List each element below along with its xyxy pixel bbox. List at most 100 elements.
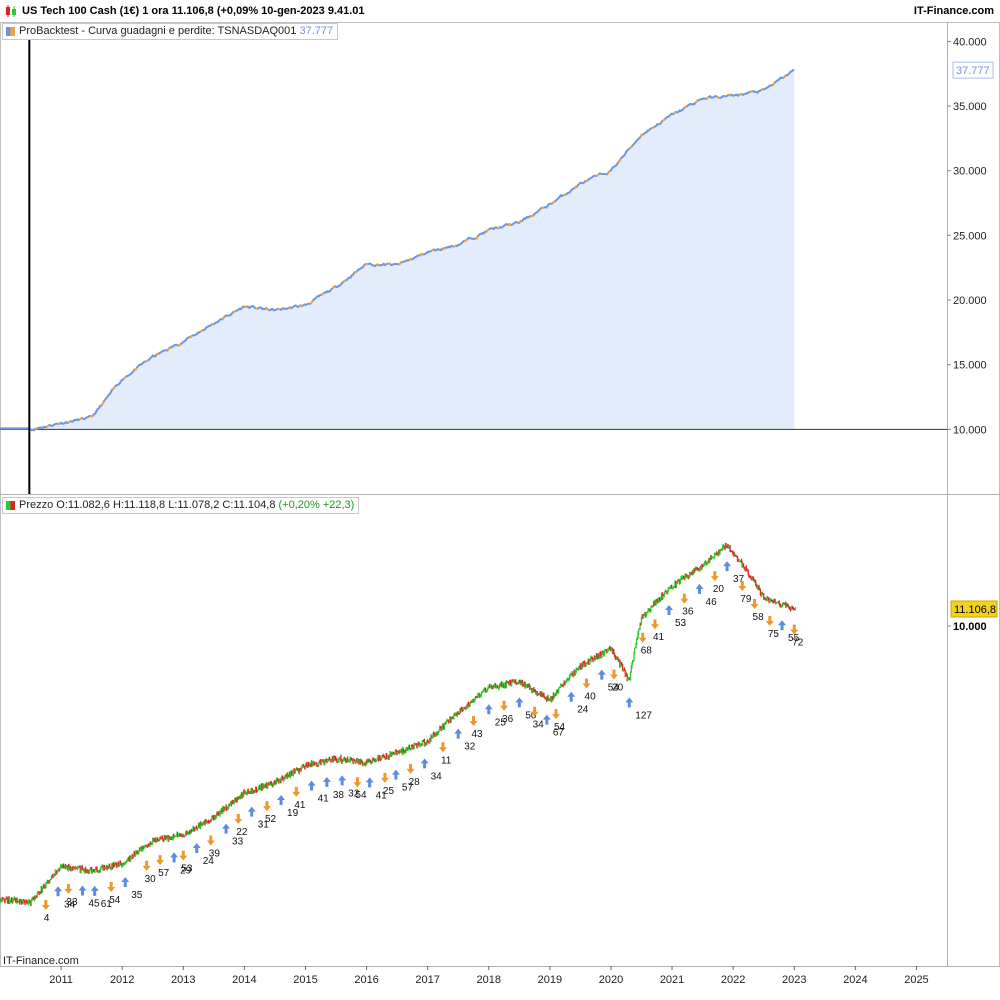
trade-label: 52 — [265, 814, 277, 825]
trade-short-arrow-icon[interactable] — [530, 706, 539, 717]
trade-long-arrow-icon[interactable] — [778, 620, 787, 631]
equity-legend[interactable]: ProBacktest - Curva guadagni e perdite: … — [2, 23, 339, 40]
trade-label: 54 — [608, 683, 620, 694]
trade-short-arrow-icon[interactable] — [582, 678, 591, 689]
trade-short-arrow-icon[interactable] — [469, 716, 478, 727]
trade-long-arrow-icon[interactable] — [277, 794, 286, 805]
trade-short-arrow-icon[interactable] — [107, 882, 116, 893]
trade-label: 50 — [525, 710, 537, 721]
trade-short-arrow-icon[interactable] — [750, 598, 759, 609]
trade-long-arrow-icon[interactable] — [391, 769, 400, 780]
equity-curve-segment — [485, 228, 490, 233]
trade-long-arrow-icon[interactable] — [54, 886, 63, 897]
trade-long-arrow-icon[interactable] — [170, 852, 179, 863]
trade-label: 32 — [348, 788, 360, 799]
trade-label: 39 — [209, 848, 221, 859]
trade-label: 57 — [402, 783, 414, 794]
trade-short-arrow-icon[interactable] — [638, 632, 647, 643]
trade-short-arrow-icon[interactable] — [156, 855, 165, 866]
trade-short-arrow-icon[interactable] — [438, 742, 447, 753]
trade-long-arrow-icon[interactable] — [484, 704, 493, 715]
trade-short-arrow-icon[interactable] — [41, 900, 50, 911]
equity-curve-segment — [497, 226, 501, 230]
price-legend-change: (+0,20% +22,3) — [278, 499, 355, 511]
trade-long-arrow-icon[interactable] — [597, 669, 606, 680]
trade-label: 54 — [355, 790, 367, 801]
trade-short-arrow-icon[interactable] — [765, 615, 774, 626]
trade-label: 54 — [554, 722, 566, 733]
trade-long-arrow-icon[interactable] — [454, 728, 463, 739]
price-legend[interactable]: Prezzo O:11.082,6 H:11.118,8 L:11.078,2 … — [2, 497, 360, 514]
last-price-label: 11.106,8 — [954, 604, 996, 616]
trade-short-arrow-icon[interactable] — [680, 593, 689, 604]
trade-short-arrow-icon[interactable] — [500, 700, 509, 711]
equity-area-fill — [30, 70, 795, 431]
trade-short-arrow-icon[interactable] — [262, 801, 271, 812]
trade-label: 36 — [502, 714, 514, 725]
trade-label: 11 — [441, 755, 452, 766]
equity-curve-segment — [155, 352, 159, 356]
trade-short-arrow-icon[interactable] — [179, 850, 188, 861]
equity-curve-segment — [376, 263, 380, 267]
equity-curve-segment — [475, 235, 479, 240]
trade-short-arrow-icon[interactable] — [738, 581, 747, 592]
trade-short-arrow-icon[interactable] — [234, 813, 243, 824]
brand-label[interactable]: IT-Finance.com — [913, 5, 994, 17]
x-tick-label: 2018 — [477, 974, 501, 986]
trade-short-arrow-icon[interactable] — [406, 763, 415, 774]
trade-label: 67 — [553, 728, 565, 739]
trade-long-arrow-icon[interactable] — [695, 583, 704, 594]
trade-long-arrow-icon[interactable] — [247, 806, 256, 817]
trade-label: 43 — [472, 729, 484, 740]
equity-curve-segment — [430, 248, 435, 252]
trade-long-arrow-icon[interactable] — [121, 877, 130, 888]
equity-last-value-box — [952, 61, 994, 79]
trade-short-arrow-icon[interactable] — [353, 777, 362, 788]
equity-curve-segment — [628, 145, 633, 150]
x-tick-label: 2012 — [110, 974, 134, 986]
trade-short-arrow-icon[interactable] — [142, 860, 151, 871]
equity-curve-segment — [617, 158, 622, 163]
trade-long-arrow-icon[interactable] — [420, 758, 429, 769]
equity-y-tick-label: 30.000 — [953, 166, 987, 178]
trade-long-arrow-icon[interactable] — [78, 885, 87, 896]
candlestick-icon — [6, 5, 16, 17]
trade-label: 4 — [44, 913, 50, 924]
trade-long-arrow-icon[interactable] — [322, 776, 331, 787]
equity-curve-segment — [562, 193, 566, 197]
trade-long-arrow-icon[interactable] — [723, 561, 732, 572]
trade-short-arrow-icon[interactable] — [64, 883, 73, 894]
trade-long-arrow-icon[interactable] — [567, 691, 576, 702]
trade-short-arrow-icon[interactable] — [610, 669, 619, 680]
trade-long-arrow-icon[interactable] — [542, 714, 551, 725]
trade-short-arrow-icon[interactable] — [206, 835, 215, 846]
x-tick-label: 2016 — [354, 974, 378, 986]
trade-long-arrow-icon[interactable] — [90, 885, 99, 896]
equity-curve-segment — [221, 315, 226, 320]
trade-long-arrow-icon[interactable] — [307, 780, 316, 791]
trade-long-arrow-icon[interactable] — [192, 843, 201, 854]
trade-label: 19 — [287, 808, 299, 819]
trade-long-arrow-icon[interactable] — [625, 697, 634, 708]
equity-curve-segment — [122, 376, 127, 380]
trade-short-arrow-icon[interactable] — [710, 571, 719, 582]
trade-short-arrow-icon[interactable] — [790, 624, 799, 635]
trade-short-arrow-icon[interactable] — [292, 786, 301, 797]
trade-label: 75 — [768, 629, 780, 640]
equity-curve-segment — [78, 417, 83, 421]
trade-short-arrow-icon[interactable] — [380, 772, 389, 783]
trade-short-arrow-icon[interactable] — [551, 709, 560, 720]
trade-long-arrow-icon[interactable] — [665, 605, 674, 616]
trade-short-arrow-icon[interactable] — [650, 619, 659, 630]
equity-curve-segment — [243, 305, 248, 308]
equity-curve-segment — [727, 93, 732, 97]
trade-long-arrow-icon[interactable] — [338, 775, 347, 786]
trade-label: 127 — [635, 710, 652, 721]
trade-long-arrow-icon[interactable] — [365, 777, 374, 788]
equity-curve-segment — [749, 90, 754, 93]
equity-curve-segment — [651, 126, 655, 130]
trade-long-arrow-icon[interactable] — [222, 823, 231, 834]
equity-curve-segment — [199, 329, 204, 333]
trade-long-arrow-icon[interactable] — [515, 697, 524, 708]
